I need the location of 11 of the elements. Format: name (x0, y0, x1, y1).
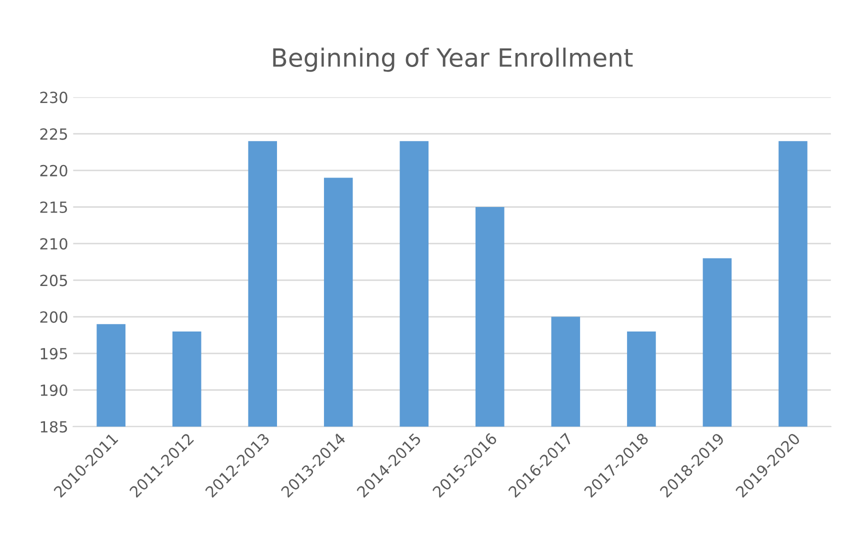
y-tick-label: 215 (40, 201, 67, 214)
y-tick-label: 210 (40, 238, 68, 250)
chart-title: Beginning of Year Enrollment (273, 48, 633, 72)
y-tick-label: 225 (40, 128, 67, 140)
y-tick-label: 190 (40, 384, 68, 396)
y-tick-label: 185 (40, 421, 67, 433)
y-tick-label: 220 (40, 164, 68, 176)
y-tick-label: 205 (40, 274, 67, 286)
y-tick-label: 195 (40, 348, 67, 360)
y-tick-label: 200 (40, 311, 68, 323)
y-tick-label: 230 (40, 92, 68, 104)
